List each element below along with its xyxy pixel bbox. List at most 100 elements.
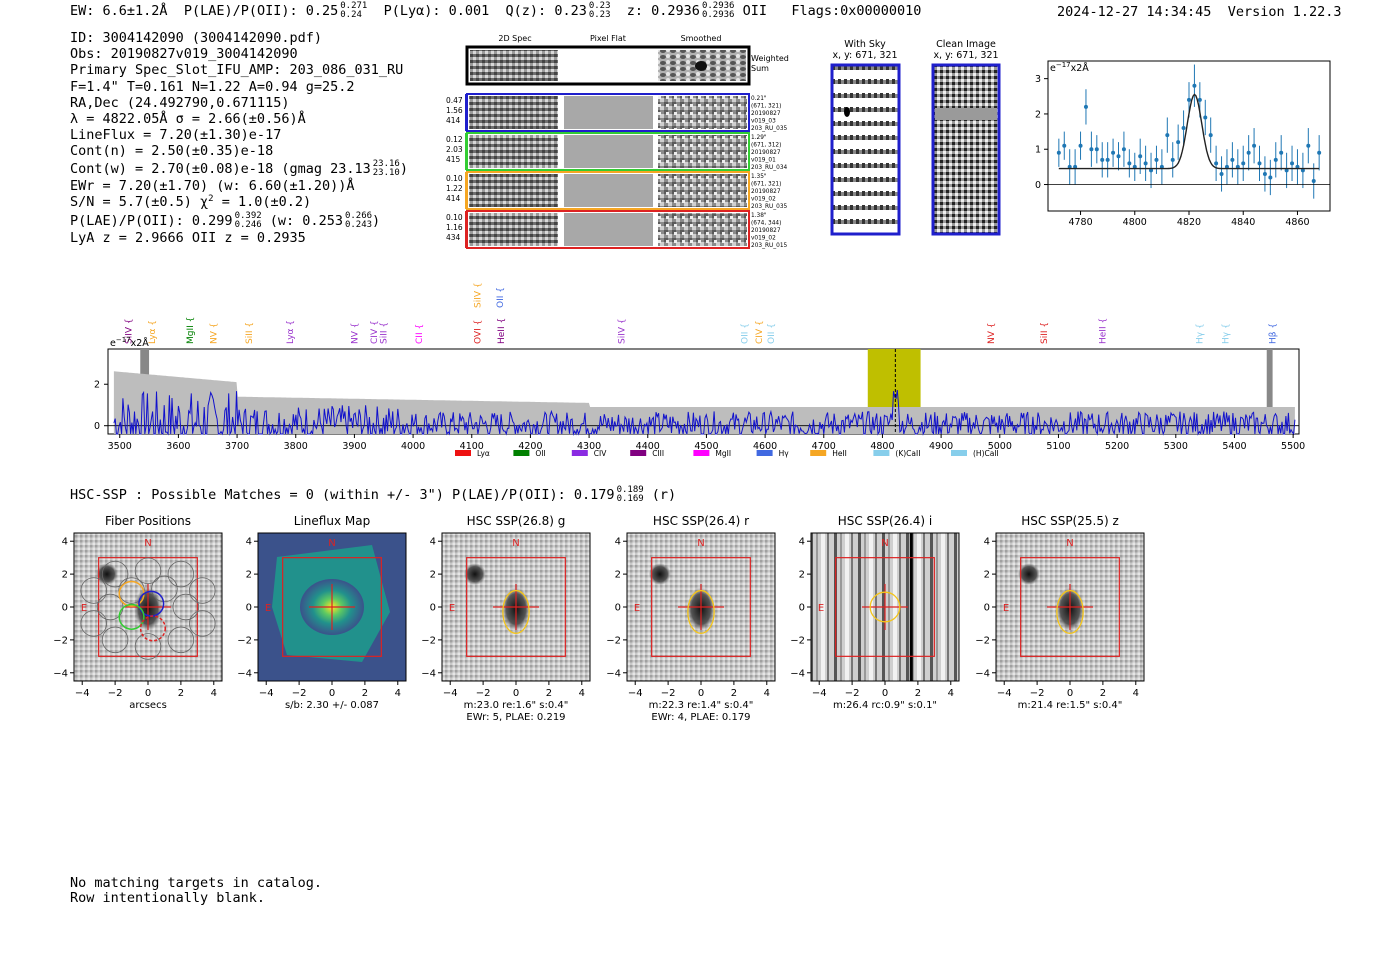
weighted-sum-source [695,61,707,71]
hsc-ytick-label: 4 [984,537,990,548]
spectrum-line-label: NV { [350,323,360,344]
hsc-xtick-label: −4 [997,688,1012,699]
info-primary: Primary Spec_Slot_IFU_AMP: 203_086_031_R… [70,62,404,79]
cutout-row-0-right-3: v019_03 [751,119,776,125]
zoom-point [1284,168,1289,173]
zoom-ytick-label: 2 [1035,109,1041,120]
spectrum-xtick-label: 4300 [577,441,601,452]
hsc-xtick-label: 4 [395,688,401,699]
hsc-xtick-label: −2 [845,688,860,699]
hsc-xtick-label: 4 [211,688,217,699]
spectrum-line-label: CIV { [755,320,765,344]
hsc-ytick-label: −4 [606,668,621,679]
info-id: ID: 3004142090 (3004142090.pdf) [70,30,322,46]
hsc-ytick-label: 0 [615,603,621,614]
zoom-point [1127,161,1132,166]
fiber-circle [172,593,200,621]
cutout-row-1-right-0: 1.29" [751,135,767,141]
hsc-panel-title: HSC SSP(26.4) i [838,514,933,528]
hsc-north-label: N [697,538,704,549]
hsc-xtick-label: 0 [513,688,519,699]
hsc-source-ellipse [1056,589,1084,634]
fiber-circle [134,557,162,585]
info-obs: Obs: 20190827v019_3004142090 [70,46,298,63]
hsc-panel-5: HSC SSP(25.5) z N E −4 −4 −2 −2 0 0 2 2 4 4 m:21.4 re… [975,514,1145,711]
info-radec: RA,Dec (24.492790,0.671115) [70,94,290,111]
spectrum-xtick-label: 4700 [812,441,836,452]
zoom-point [1235,164,1240,169]
hsc-aperture-box [835,557,935,657]
spectrum-legend-swatch [571,450,588,456]
cutout-row-1-right-1: (671, 312) [751,143,781,149]
hsc-panel-title: HSC SSP(26.4) r [653,514,749,528]
spectrum-ylabel: e−17x2Å [110,336,149,349]
hsc-panel-caption-1: m:26.4 rc:0.9" s:0.1" [833,700,937,711]
zoom-point [1078,143,1083,148]
hsc-ytick-label: −2 [975,635,990,646]
sky-panels: With Sky x, y: 671, 321 Clean Image x, y… [830,39,1001,236]
spectrum-xtick-label: 3700 [225,441,249,452]
spectrum-xtick-label: 4800 [870,441,894,452]
spectrum-xtick-label: 4500 [694,441,718,452]
hsc-ytick-label: 0 [984,603,990,614]
hsc-panel-4: HSC SSP(26.4) i N E −4 −4 −2 −2 0 0 2 2 4 4 m:26.4 rc… [790,514,960,711]
hsc-xtick-label: −4 [628,688,643,699]
cutout-row-1-smoothed [658,135,747,168]
cutout-row-2-bar [465,172,468,209]
cutout-row-2-left-2: 414 [446,194,461,203]
cutout-stack: 2D Spec Pixel Flat Smoothed Weighted Sum… [446,34,789,249]
cutout-row-0-smoothed [658,96,747,129]
zoom-point [1165,133,1170,138]
spectrum-xtick-label: 5500 [1281,441,1305,452]
cutout-row-3-pixelflat [564,213,653,246]
hsc-source-ellipse [687,589,715,634]
cutout-row-2-right-4: 203_RU_035 [751,204,788,210]
weighted-sum-label-2: Sum [751,64,769,73]
hsc-east-label: E [449,603,455,614]
hsc-xtick-label: −4 [259,688,274,699]
cutout-row-0-2dspec [469,96,558,129]
spectrum-line-label: SiII { [245,322,255,344]
hsc-xtick-label: 4 [579,688,585,699]
hsc-panel-caption-1: m:22.3 re:1.4" s:0.4" [649,700,754,711]
hsc-neighbor-blob [463,563,486,586]
spectrum-xtick-label: 4200 [518,441,542,452]
zoom-point [1268,175,1273,180]
hsc-xtick-label: 2 [915,688,921,699]
cutout-row-2-right-0: 1.35" [751,174,767,180]
spectrum-legend-swatch [513,450,530,456]
info-lineflux: LineFlux = 7.20(±1.30)e-17 [70,127,282,144]
spectrum-xtick-label: 3500 [108,441,132,452]
zoom-point [1197,97,1202,102]
cutout-row-3-left-0: 0.10 [446,213,463,222]
full-spectrum: SiIV {Lyα {MgII {NV {SiII {Lyα {NV {CIV … [94,282,1305,458]
hsc-aperture-box [651,557,751,657]
hsc-north-label: N [1066,538,1073,549]
fiber-circle [134,633,162,660]
zoom-point [1295,164,1300,169]
hsc-ytick-label: 2 [62,570,68,581]
header-flags: Flags:0x00000010 [791,3,922,19]
col-header-pixelflat: Pixel Flat [590,34,626,43]
weighted-sum-label-1: Weighted [751,54,789,63]
header-summary: EW: 6.6±1.2Å P(LAE)/P(OII): 0.25 0.271 0.2… [70,2,921,20]
spectrum-xtick-label: 5100 [1046,441,1070,452]
cutout-row-1-2dspec [469,135,558,168]
hsc-xtick-label: 2 [1100,688,1106,699]
spectrum-top-line-label: SiIV { [474,282,484,308]
spectrum-line-label: SiII { [1040,322,1050,344]
fiber-circle [80,577,107,604]
zoom-point [1230,157,1235,162]
header-z: z: 0.2936 0.2936 0.2936 OII [626,1,767,20]
zoom-point [1105,157,1110,162]
spectrum-legend-label: CIV [594,449,607,458]
weighted-sum-2dspec [470,50,558,81]
hsc-ytick-label: −2 [790,635,805,646]
hsc-ytick-label: 2 [430,570,436,581]
cutout-row-3-2dspec [469,213,558,246]
hsc-north-label: N [881,538,888,549]
hsc-panel-caption-1: m:23.0 re:1.6" s:0.4" [464,700,569,711]
hsc-aperture-box [282,557,382,657]
info-contn: Cont(n) = 2.50(±0.35)e-18 [70,143,274,160]
zoom-xtick-label: 4820 [1177,217,1201,228]
